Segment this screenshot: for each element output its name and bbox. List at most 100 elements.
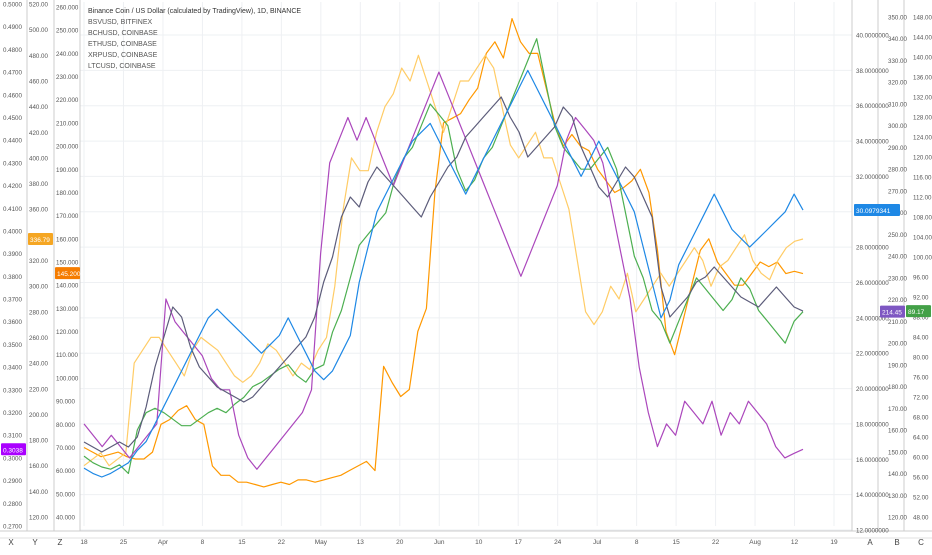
axis-tick-label-xrp: 0.5000 xyxy=(3,2,22,9)
x-tick-label: 24 xyxy=(554,539,562,546)
series-layer xyxy=(83,18,804,488)
axis-tick-label-bch: 160.00 xyxy=(29,463,48,470)
axis-tick-label-bnb: 18.0000000 xyxy=(856,421,889,428)
last-value-badge-xrp xyxy=(1,443,26,456)
axis-tick-label-bsv: 160.000 xyxy=(56,236,79,243)
scale-button-x[interactable]: X xyxy=(8,538,14,547)
axis-tick-label-eth: 290.00 xyxy=(888,145,907,152)
axis-tick-label-bch: 420.00 xyxy=(29,130,48,137)
axis-tick-label-bsv: 40.000 xyxy=(56,515,75,522)
axis-tick-label-bnb: 40.0000000 xyxy=(856,33,889,40)
axis-tick-label-ltc: 80.00 xyxy=(913,355,929,362)
last-value-badge-eth xyxy=(880,305,905,318)
scale-button-a[interactable]: A xyxy=(867,538,873,547)
last-value-badge-bch xyxy=(28,232,53,245)
axis-tick-label-bch: 400.00 xyxy=(29,155,48,162)
last-value-badge-bnb xyxy=(854,204,900,217)
axis-tick-label-bch: 500.00 xyxy=(29,27,48,34)
axis-tick-label-xrp: 0.2900 xyxy=(3,478,22,485)
axis-tick-label-xrp: 0.3400 xyxy=(3,365,22,372)
axis-tick-label-ltc: 100.00 xyxy=(913,255,932,262)
axis-tick-label-bsv: 250.000 xyxy=(56,28,79,35)
axis-tick-label-ltc: 88.00 xyxy=(913,315,929,322)
axis-tick-label-eth: 210.00 xyxy=(888,319,907,326)
x-tick-label: 17 xyxy=(515,539,523,546)
axis-tick-label-xrp: 0.3200 xyxy=(3,410,22,417)
axis-tick-label-bsv: 80.000 xyxy=(56,422,75,429)
x-tick-label: 10 xyxy=(475,539,483,546)
scale-button-z[interactable]: Z xyxy=(58,538,63,547)
axis-tick-label-bnb: 12.0000000 xyxy=(856,528,889,535)
axis-tick-label-bnb: 24.0000000 xyxy=(856,315,889,322)
axis-tick-label-bnb: 26.0000000 xyxy=(856,280,889,287)
x-tick-label: Apr xyxy=(158,539,169,546)
axis-tick-label-xrp: 0.4500 xyxy=(3,115,22,122)
x-tick-label: 25 xyxy=(120,539,128,546)
axis-tick-label-ltc: 84.00 xyxy=(913,335,929,342)
axis-tick-label-bnb: 20.0000000 xyxy=(856,386,889,393)
axis-tick-label-eth: 280.00 xyxy=(888,167,907,174)
axis-tick-label-bsv: 100.000 xyxy=(56,375,79,382)
last-value-badge-bsv xyxy=(55,267,80,280)
axis-tick-label-bnb: 36.0000000 xyxy=(856,103,889,110)
axis-tick-label-eth: 230.00 xyxy=(888,275,907,282)
axis-tick-label-xrp: 0.4800 xyxy=(3,47,22,54)
axis-tick-label-ltc: 116.00 xyxy=(913,175,932,182)
axis-tick-label-ltc: 144.00 xyxy=(913,35,932,42)
scale-button-y[interactable]: Y xyxy=(32,538,38,547)
x-tick-label: 12 xyxy=(791,539,799,546)
axis-tick-label-bnb: 14.0000000 xyxy=(856,492,889,499)
axis-tick-label-bsv: 60.000 xyxy=(56,468,75,475)
axis-tick-label-bch: 200.00 xyxy=(29,412,48,419)
series-line-eth xyxy=(83,38,804,475)
labels-layer: 0.3038 336.79 145.200 30.0979341 214.45 89.17 xyxy=(1,204,931,456)
x-tick-label: 15 xyxy=(238,539,246,546)
axis-tick-label-eth: 220.00 xyxy=(888,297,907,304)
axis-tick-label-bsv: 180.000 xyxy=(56,190,79,197)
axis-tick-label-eth: 200.00 xyxy=(888,341,907,348)
series-line-bch xyxy=(83,54,804,467)
axis-tick-label-xrp: 0.2800 xyxy=(3,501,22,508)
axis-tick-label-eth: 240.00 xyxy=(888,254,907,261)
axis-tick-label-xrp: 0.4300 xyxy=(3,160,22,167)
axis-tick-label-bsv: 170.000 xyxy=(56,213,79,220)
series-line-bsv xyxy=(83,18,804,488)
axis-tick-label-bch: 260.00 xyxy=(29,335,48,342)
axis-tick-label-ltc: 52.00 xyxy=(913,495,929,502)
legend-title: Binance Coin / US Dollar (calculated by … xyxy=(88,8,301,15)
axis-tick-label-bnb: 34.0000000 xyxy=(856,139,889,146)
x-tick-label: 22 xyxy=(278,539,286,546)
axis-tick-label-ltc: 128.00 xyxy=(913,115,932,122)
axis-tick-label-bch: 120.00 xyxy=(29,515,48,522)
axis-tick-label-xrp: 0.3100 xyxy=(3,433,22,440)
axis-tick-label-bnb: 28.0000000 xyxy=(856,245,889,252)
x-tick-label: Jun xyxy=(434,539,445,546)
axis-tick-label-xrp: 0.4700 xyxy=(3,70,22,77)
axis-tick-label-ltc: 136.00 xyxy=(913,75,932,82)
axis-tick-label-ltc: 148.00 xyxy=(913,15,932,22)
x-tick-label: 22 xyxy=(712,539,720,546)
axis-tick-label-xrp: 0.3700 xyxy=(3,297,22,304)
axis-tick-label-eth: 120.00 xyxy=(888,515,907,522)
axis-tick-label-bnb: 16.0000000 xyxy=(856,457,889,464)
axis-tick-label-xrp: 0.3000 xyxy=(3,455,22,462)
axis-tick-label-bch: 520.00 xyxy=(29,2,48,9)
series-line-xrp xyxy=(83,71,804,470)
axis-tick-label-xrp: 0.3900 xyxy=(3,251,22,258)
series-line-ltc xyxy=(83,96,804,453)
axis-tick-label-bch: 320.00 xyxy=(29,258,48,265)
axis-tick-label-xrp: 0.3600 xyxy=(3,319,22,326)
axis-tick-label-ltc: 76.00 xyxy=(913,375,929,382)
axis-tick-label-bnb: 38.0000000 xyxy=(856,68,889,75)
axis-tick-label-xrp: 0.4200 xyxy=(3,183,22,190)
chart-legend: Binance Coin / US Dollar (calculated by … xyxy=(88,8,301,70)
scale-button-b[interactable]: B xyxy=(894,538,899,547)
scale-button-c[interactable]: C xyxy=(918,538,924,547)
axis-tick-label-bsv: 70.000 xyxy=(56,445,75,452)
legend-series-ltc: LTCUSD, COINBASE xyxy=(88,63,156,70)
last-value-label-eth: 214.45 xyxy=(882,310,902,317)
axis-tick-label-ltc: 124.00 xyxy=(913,135,932,142)
axis-tick-label-eth: 340.00 xyxy=(888,36,907,43)
last-value-label-bsv: 145.200 xyxy=(57,271,81,278)
